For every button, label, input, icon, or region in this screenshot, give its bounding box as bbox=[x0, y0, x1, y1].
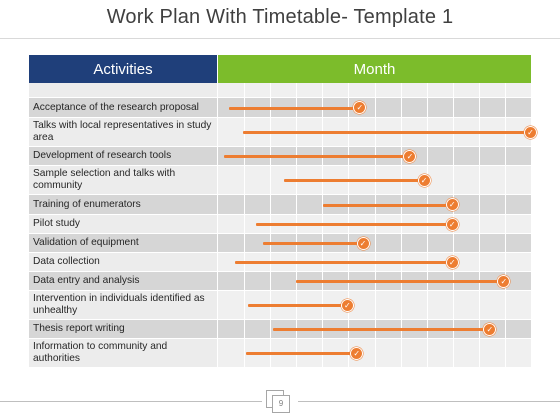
activity-row: Data collection ✓ bbox=[29, 253, 531, 272]
timeline-bar bbox=[322, 203, 453, 207]
page-title: Work Plan With Timetable- Template 1 bbox=[106, 6, 454, 28]
checkmark-icon: ✓ bbox=[445, 255, 459, 269]
activity-label: Acceptance of the research proposal bbox=[29, 98, 217, 118]
activity-row: Validation of equipment ✓ bbox=[29, 234, 531, 253]
checkmark-icon: ✓ bbox=[350, 346, 364, 360]
activity-label: Intervention in individuals identified a… bbox=[29, 291, 217, 320]
activity-label: Training of enumerators bbox=[29, 195, 217, 215]
activity-row: Intervention in individuals identified a… bbox=[29, 291, 531, 320]
checkmark-icon: ✓ bbox=[403, 149, 417, 163]
checkmark-icon: ✓ bbox=[417, 173, 431, 187]
timeline-bar bbox=[235, 261, 453, 264]
activity-row: Data entry and analysis ✓ bbox=[29, 272, 531, 291]
checkmark-icon: ✓ bbox=[445, 217, 459, 231]
timeline-bar bbox=[246, 352, 358, 355]
activities-header: Activities bbox=[29, 55, 217, 83]
activity-label: Information to community and authorities bbox=[29, 339, 217, 368]
month-cells: ✓ bbox=[218, 98, 531, 118]
month-cells: ✓ bbox=[218, 320, 531, 339]
checkmark-icon: ✓ bbox=[483, 322, 497, 336]
timeline-bar bbox=[272, 328, 491, 331]
activity-row: Pilot study ✓ bbox=[29, 215, 531, 234]
timeline-bar bbox=[243, 131, 531, 134]
checkmark-icon: ✓ bbox=[445, 198, 459, 211]
checkmark-icon: ✓ bbox=[353, 101, 367, 114]
activity-row: Talks with local representatives in stud… bbox=[29, 118, 537, 147]
page-number-icon: 9 bbox=[266, 390, 292, 414]
activity-label: Thesis report writing bbox=[29, 320, 217, 339]
timeline-bar bbox=[255, 223, 453, 226]
checkmark-icon: ✓ bbox=[356, 236, 370, 250]
month-cells: ✓ bbox=[218, 339, 531, 368]
activity-label: Sample selection and talks with communit… bbox=[29, 166, 217, 195]
title-divider bbox=[0, 38, 560, 39]
timeline-bar bbox=[283, 179, 425, 182]
footer-divider-right bbox=[298, 401, 560, 402]
month-cells: ✓ bbox=[218, 215, 531, 234]
activity-label: Data entry and analysis bbox=[29, 272, 217, 291]
checkmark-icon: ✓ bbox=[524, 125, 537, 139]
activity-row: Thesis report writing ✓ bbox=[29, 320, 531, 339]
activity-label: Pilot study bbox=[29, 215, 217, 234]
month-cells: ✓ bbox=[218, 272, 531, 291]
month-cells: ✓ bbox=[218, 234, 531, 253]
timetable-grid: Acceptance of the research proposal ✓ Talk… bbox=[29, 83, 537, 369]
timeline-bar bbox=[247, 304, 348, 307]
month-header: Month bbox=[218, 55, 531, 83]
activity-label: Talks with local representatives in stud… bbox=[29, 118, 217, 147]
month-cells: ✓ bbox=[218, 195, 531, 215]
checkmark-icon: ✓ bbox=[340, 298, 354, 312]
timeline-bar bbox=[263, 242, 364, 245]
timeline-bar bbox=[228, 106, 361, 110]
timeline-bar bbox=[296, 280, 505, 283]
month-cells: ✓ bbox=[218, 147, 531, 166]
activity-label bbox=[29, 83, 217, 98]
month-cells: ✓ bbox=[218, 291, 531, 320]
timeline-bar bbox=[224, 155, 411, 158]
month-cells: ✓ bbox=[218, 166, 531, 195]
activity-label: Validation of equipment bbox=[29, 234, 217, 253]
activity-row: Information to community and authorities… bbox=[29, 339, 531, 368]
activity-row: Development of research tools ✓ bbox=[29, 147, 531, 166]
activity-label: Data collection bbox=[29, 253, 217, 272]
activity-row: Acceptance of the research proposal ✓ bbox=[29, 98, 531, 118]
month-cells: ✓ bbox=[218, 253, 531, 272]
activity-row bbox=[29, 83, 531, 98]
activity-label: Development of research tools bbox=[29, 147, 217, 166]
activity-row: Training of enumerators ✓ bbox=[29, 195, 531, 215]
checkmark-icon: ✓ bbox=[497, 274, 511, 288]
footer-divider-left bbox=[0, 401, 262, 402]
activity-row: Sample selection and talks with communit… bbox=[29, 166, 531, 195]
page-number: 9 bbox=[272, 395, 290, 413]
month-cells bbox=[218, 83, 531, 98]
month-cells: ✓ bbox=[218, 118, 537, 147]
